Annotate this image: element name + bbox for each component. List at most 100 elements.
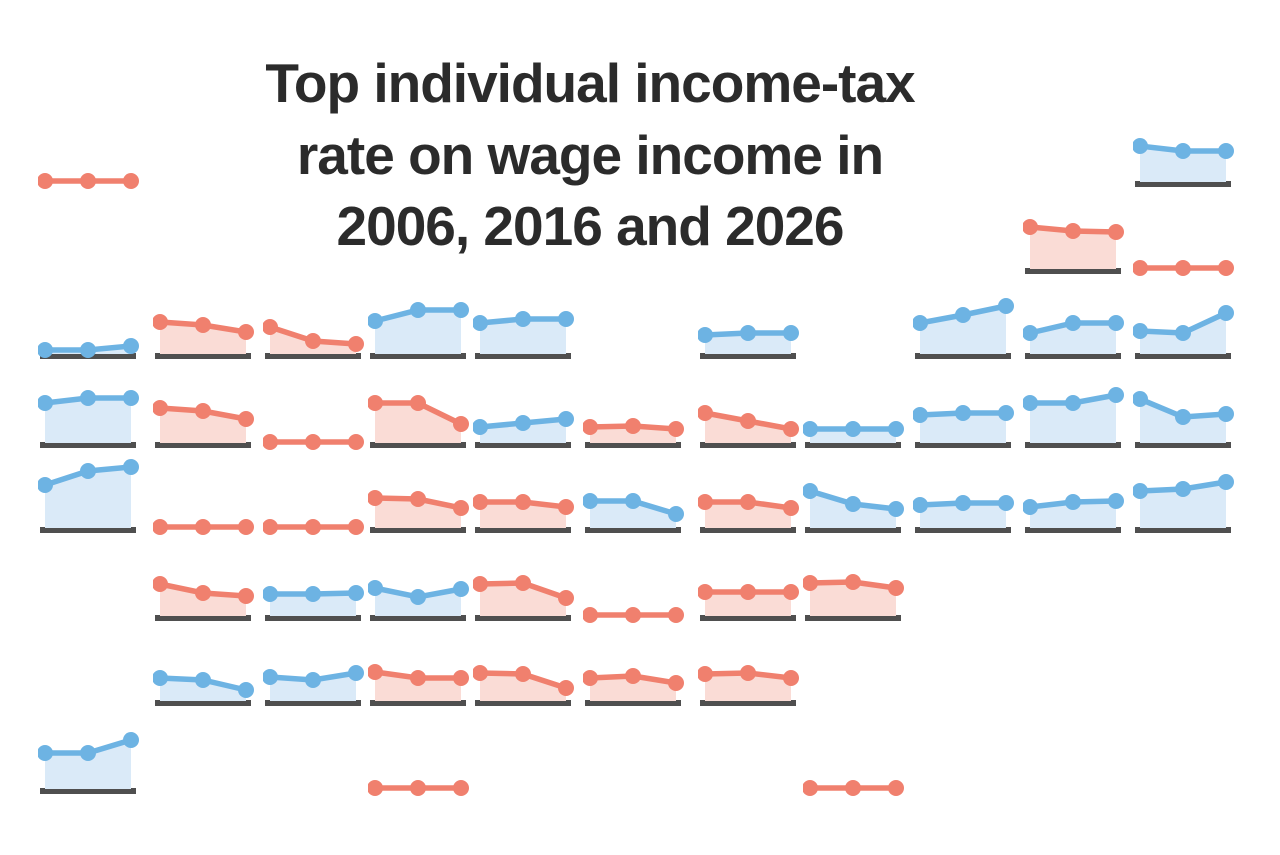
tile-data-point-2016 bbox=[955, 307, 971, 323]
state-tile-r5c5 bbox=[583, 607, 684, 623]
tile-data-point-2016 bbox=[515, 415, 531, 431]
tile-data-point-2026 bbox=[888, 580, 904, 596]
tile-data-point-2006 bbox=[803, 421, 818, 437]
tile-data-point-2016 bbox=[410, 395, 426, 411]
tile-data-point-2016 bbox=[955, 495, 971, 511]
tile-data-point-2006 bbox=[263, 519, 278, 535]
tile-baseline bbox=[370, 442, 466, 448]
chart-title: Top individual income-tax rate on wage i… bbox=[0, 48, 1180, 263]
tile-data-point-2016 bbox=[845, 421, 861, 437]
tile-area-fill bbox=[1140, 146, 1226, 182]
tile-baseline bbox=[1135, 442, 1231, 448]
tile-data-point-2016 bbox=[625, 607, 641, 623]
state-tile-r3c8 bbox=[913, 405, 1014, 448]
tile-baseline bbox=[155, 353, 251, 359]
tile-data-point-2006 bbox=[583, 419, 598, 435]
tile-data-point-2006 bbox=[1133, 138, 1148, 154]
tile-data-point-2016 bbox=[410, 780, 426, 796]
tile-area-fill bbox=[480, 319, 566, 354]
tile-data-point-2026 bbox=[348, 336, 364, 352]
tile-data-point-2016 bbox=[195, 317, 211, 333]
tile-data-point-2016 bbox=[80, 173, 96, 189]
state-tile-r1c9 bbox=[1023, 219, 1124, 274]
tile-data-point-2006 bbox=[1133, 483, 1148, 499]
tile-baseline bbox=[475, 527, 571, 533]
tile-baseline bbox=[700, 353, 796, 359]
tile-data-point-2016 bbox=[740, 665, 756, 681]
state-tile-r2c9 bbox=[1023, 315, 1124, 359]
tile-data-point-2026 bbox=[1108, 387, 1124, 403]
tile-data-point-2006 bbox=[263, 434, 278, 450]
tile-data-point-2016 bbox=[845, 574, 861, 590]
tile-data-point-2026 bbox=[1218, 305, 1234, 321]
state-tile-r3c4 bbox=[473, 411, 574, 448]
tile-baseline bbox=[475, 353, 571, 359]
state-tile-r4c7 bbox=[803, 483, 904, 533]
tile-area-fill bbox=[270, 327, 356, 354]
state-tile-r7c3 bbox=[368, 780, 469, 796]
tile-data-point-2026 bbox=[348, 519, 364, 535]
state-tile-r2c4 bbox=[473, 311, 574, 359]
tile-data-point-2006 bbox=[153, 670, 168, 686]
tile-area-fill bbox=[480, 502, 566, 528]
tile-area-fill bbox=[705, 673, 791, 701]
state-tile-r5c6 bbox=[698, 584, 799, 621]
tile-data-point-2006 bbox=[473, 315, 488, 331]
tile-data-point-2016 bbox=[740, 413, 756, 429]
tile-area-fill bbox=[45, 740, 131, 789]
tile-data-point-2026 bbox=[558, 311, 574, 327]
tile-baseline bbox=[1135, 353, 1231, 359]
tile-data-point-2016 bbox=[195, 519, 211, 535]
tile-data-point-2006 bbox=[698, 584, 713, 600]
tile-data-point-2026 bbox=[238, 682, 254, 698]
tile-area-fill bbox=[270, 593, 356, 616]
state-tile-r2c1 bbox=[153, 314, 254, 359]
tile-data-point-2026 bbox=[1108, 224, 1124, 240]
tile-data-point-2006 bbox=[368, 580, 383, 596]
state-tile-r4c0 bbox=[38, 459, 139, 533]
state-tile-r6c5 bbox=[583, 668, 684, 706]
tile-data-point-2006 bbox=[1023, 395, 1038, 411]
tile-data-point-2006 bbox=[368, 490, 383, 506]
state-tile-r2c10 bbox=[1133, 305, 1234, 359]
tile-data-point-2016 bbox=[1065, 395, 1081, 411]
tile-data-point-2026 bbox=[1108, 315, 1124, 331]
tile-data-point-2016 bbox=[625, 668, 641, 684]
tile-data-point-2006 bbox=[38, 395, 53, 411]
tile-data-point-2006 bbox=[1023, 325, 1038, 341]
tile-data-point-2026 bbox=[998, 405, 1014, 421]
tile-data-point-2026 bbox=[238, 324, 254, 340]
tile-area-fill bbox=[45, 398, 131, 443]
tile-data-point-2016 bbox=[1175, 481, 1191, 497]
state-tile-r0c10 bbox=[1133, 138, 1234, 187]
tile-area-fill bbox=[920, 503, 1006, 528]
tile-data-point-2016 bbox=[515, 575, 531, 591]
tile-baseline bbox=[265, 353, 361, 359]
tile-data-point-2006 bbox=[38, 745, 53, 761]
tile-area-fill bbox=[705, 502, 791, 528]
tile-data-point-2026 bbox=[783, 421, 799, 437]
tile-data-point-2026 bbox=[668, 675, 684, 691]
tile-data-point-2006 bbox=[153, 576, 168, 592]
state-tile-r5c7 bbox=[803, 574, 904, 621]
tile-data-point-2016 bbox=[305, 672, 321, 688]
tile-data-point-2016 bbox=[195, 403, 211, 419]
tile-data-point-2016 bbox=[195, 672, 211, 688]
tile-data-point-2006 bbox=[368, 664, 383, 680]
tile-baseline bbox=[1135, 527, 1231, 533]
tile-data-point-2006 bbox=[913, 315, 928, 331]
state-tile-r1c10 bbox=[1133, 260, 1234, 276]
state-tile-r5c2 bbox=[263, 585, 364, 621]
tile-data-point-2026 bbox=[348, 665, 364, 681]
state-tile-r3c5 bbox=[583, 418, 684, 448]
tile-baseline bbox=[155, 700, 251, 706]
tile-data-point-2006 bbox=[153, 314, 168, 330]
state-tile-r2c0 bbox=[38, 338, 139, 359]
tile-area-fill bbox=[705, 592, 791, 616]
tile-data-point-2016 bbox=[1175, 260, 1191, 276]
tile-baseline bbox=[585, 527, 681, 533]
state-tile-r3c0 bbox=[38, 390, 139, 448]
tile-baseline bbox=[700, 442, 796, 448]
state-tile-r3c6 bbox=[698, 405, 799, 448]
tile-data-point-2016 bbox=[1175, 325, 1191, 341]
